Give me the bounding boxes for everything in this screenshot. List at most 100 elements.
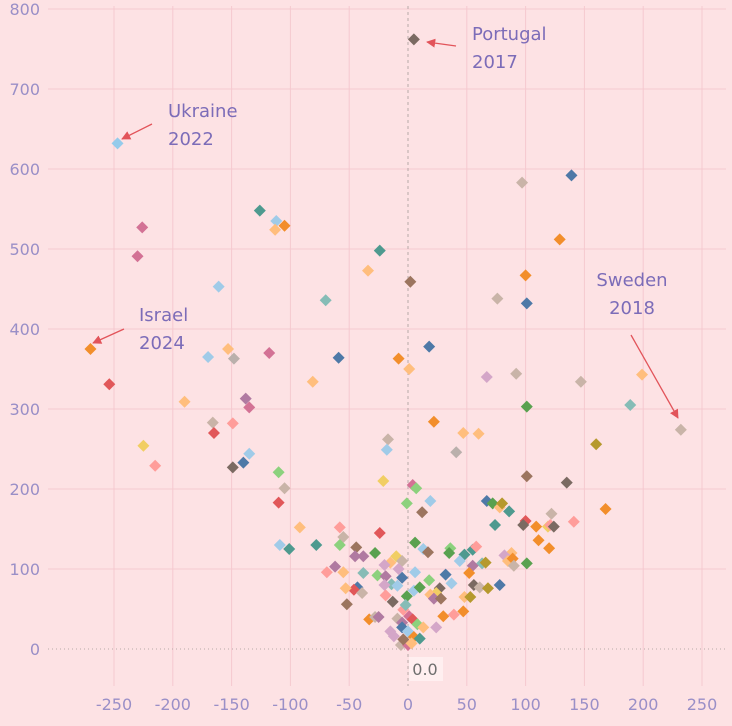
x-tick-label: -50: [336, 695, 362, 714]
x-tick-label: 50: [457, 695, 477, 714]
data-point: [520, 470, 533, 483]
data-point: [453, 555, 466, 567]
data-point: [464, 591, 477, 603]
data-point: [380, 443, 393, 456]
data-point: [506, 552, 519, 565]
data-point: [337, 566, 350, 579]
data-point: [496, 497, 509, 510]
data-point: [149, 459, 162, 472]
x-tick-label: 250: [687, 695, 718, 714]
data-point: [340, 598, 353, 611]
data-point: [269, 223, 282, 236]
data-point: [103, 378, 116, 391]
annotation-label-line2: 2017: [472, 52, 518, 73]
data-point: [404, 275, 417, 288]
data-point: [447, 608, 460, 621]
data-point: [392, 352, 405, 365]
x-tick-label: 150: [569, 695, 600, 714]
data-point: [489, 519, 502, 531]
data-point: [377, 475, 390, 487]
data-point: [329, 560, 342, 573]
annotation-arrow: [92, 328, 125, 344]
data-point: [636, 368, 649, 381]
origin-label: 0.0: [412, 660, 437, 679]
data-point: [272, 466, 285, 479]
data-point: [590, 438, 603, 451]
data-point: [445, 577, 458, 590]
annotation-label-line2: 2018: [609, 298, 655, 319]
data-point: [434, 592, 447, 605]
data-point: [371, 569, 384, 582]
data-point: [472, 427, 485, 440]
data-point: [332, 351, 345, 364]
y-tick-label: 0: [30, 640, 40, 659]
x-tick-label: -250: [96, 695, 132, 714]
annotation-arrow: [426, 38, 457, 48]
data-point: [84, 343, 97, 355]
data-point: [137, 439, 150, 452]
data-point: [479, 556, 492, 569]
data-point: [624, 399, 637, 411]
annotation-label-line2: 2022: [168, 129, 214, 150]
data-point: [543, 542, 556, 555]
data-point: [333, 521, 346, 534]
data-point: [243, 401, 256, 414]
x-tick-label: 0: [403, 695, 413, 714]
data-point: [417, 621, 430, 634]
data-point: [378, 559, 391, 571]
data-point: [283, 543, 296, 555]
data-point: [443, 547, 456, 559]
data-point: [405, 637, 418, 650]
data-point: [206, 416, 219, 429]
y-tick-label: 700: [9, 80, 40, 99]
data-point: [397, 633, 410, 646]
data-point: [423, 574, 436, 587]
data-point: [507, 559, 520, 572]
data-point: [427, 592, 440, 605]
data-point: [473, 581, 486, 594]
data-point: [379, 589, 392, 602]
data-point: [463, 567, 476, 579]
data-point: [310, 539, 323, 551]
annotation-label-line1: Ukraine: [168, 101, 238, 122]
data-point: [369, 547, 382, 559]
annotation-label-line2: 2024: [139, 333, 185, 354]
y-tick-label: 800: [9, 0, 40, 19]
annotation-label-line1: Portugal: [472, 24, 547, 45]
data-point: [272, 496, 285, 509]
data-point: [470, 540, 483, 553]
data-point: [202, 351, 215, 363]
data-point: [131, 250, 144, 263]
y-tick-label: 200: [9, 480, 40, 499]
data-point: [222, 343, 235, 355]
y-tick-label: 300: [9, 400, 40, 419]
data-point: [520, 400, 533, 413]
data-point: [356, 587, 369, 599]
y-tick-label: 500: [9, 240, 40, 259]
data-point: [416, 506, 429, 519]
data-point: [357, 550, 370, 563]
data-point: [226, 417, 239, 430]
data-point: [407, 33, 420, 46]
zero-lines: [48, 6, 726, 686]
origin-label-background: [409, 657, 443, 681]
data-point: [362, 264, 375, 277]
data-point: [674, 423, 687, 436]
data-point: [503, 505, 516, 518]
grid-lines: [48, 6, 726, 686]
data-point: [396, 571, 409, 584]
data-point: [243, 447, 256, 460]
data-point: [520, 297, 533, 310]
annotation-label-line1: Israel: [139, 305, 188, 326]
data-point: [565, 169, 578, 182]
data-point: [450, 446, 463, 459]
data-point: [339, 582, 352, 595]
data-point: [517, 519, 530, 531]
data-point: [410, 482, 423, 495]
x-tick-label: -100: [272, 695, 308, 714]
x-tick-label: -150: [213, 695, 249, 714]
data-point: [278, 482, 291, 495]
data-point: [372, 611, 385, 623]
